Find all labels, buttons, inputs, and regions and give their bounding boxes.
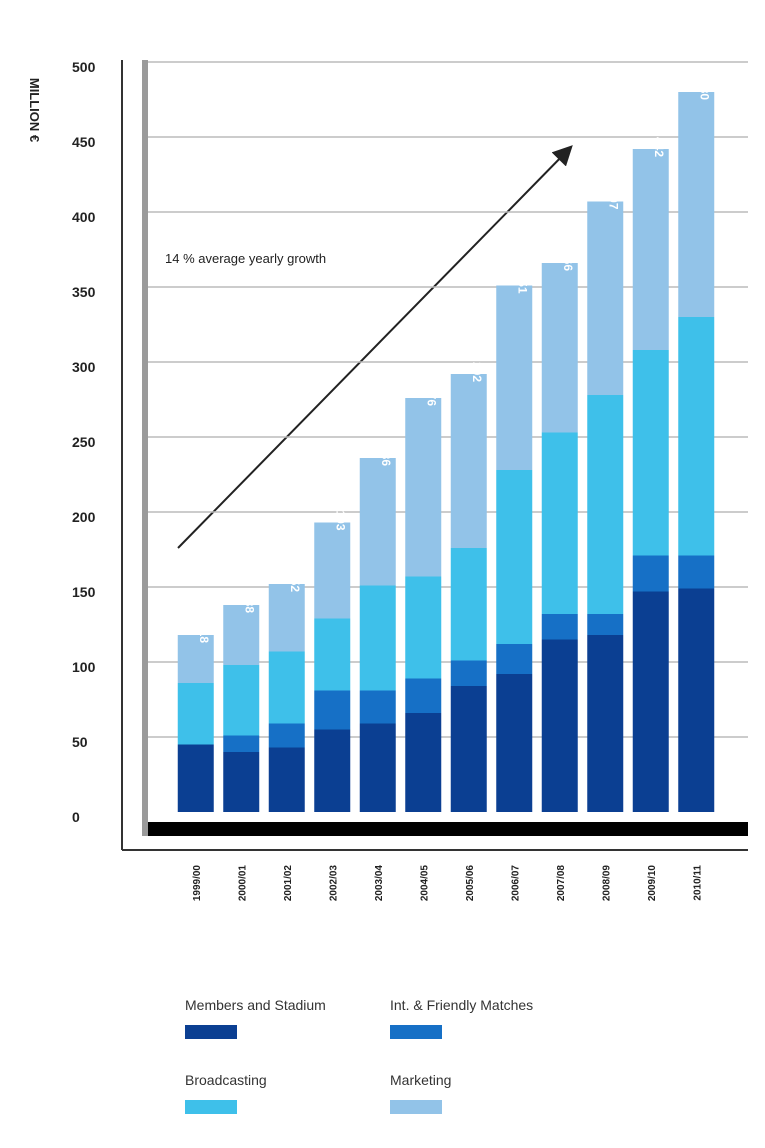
legend-swatch	[185, 1100, 237, 1114]
total-label: 276	[424, 386, 438, 406]
y-tick-label: 450	[72, 134, 96, 150]
bar-segment	[587, 635, 624, 812]
x-tick-label: 2009/10	[647, 865, 658, 902]
bar-segment	[496, 470, 533, 644]
bar-segment	[450, 374, 487, 548]
annotation: 14 % average yearly growth	[165, 251, 326, 266]
baseline-bar	[148, 822, 748, 836]
growth-arrow	[177, 145, 573, 549]
bar-segment	[678, 588, 715, 812]
total-label: 480	[697, 80, 711, 100]
bar-segment	[541, 432, 578, 614]
legend-label: Members and Stadium	[185, 997, 326, 1013]
x-tick-label: 2008/09	[601, 865, 612, 902]
total-label: 351	[515, 273, 529, 293]
bar-segment	[314, 618, 351, 691]
bar-segment	[541, 614, 578, 640]
bar-segment	[268, 747, 305, 812]
legend-swatch	[390, 1100, 442, 1114]
x-tick-label: 2007/08	[556, 865, 567, 902]
bar-segment	[405, 678, 442, 713]
total-label: 193	[333, 510, 347, 530]
bar-segment	[405, 713, 442, 812]
bar-segment	[632, 555, 669, 592]
bar-segment	[314, 522, 351, 619]
x-tick-label: 2005/06	[465, 865, 476, 902]
total-label: 118	[197, 624, 211, 644]
y-tick-label: 250	[72, 434, 96, 450]
y-tick-label: 200	[72, 509, 96, 525]
bar-segment	[268, 723, 305, 748]
x-tick-label: 2000/01	[237, 865, 248, 902]
y-tick-label: 0	[72, 809, 80, 825]
y-axis-label: MILLION €	[27, 78, 42, 142]
bar-segment	[450, 686, 487, 812]
bar-segment	[496, 644, 533, 674]
bar-segment	[632, 591, 669, 812]
bar-segment	[450, 548, 487, 661]
bar-segment	[359, 690, 396, 724]
bar-segment	[587, 395, 624, 614]
bar-segment	[223, 735, 260, 752]
bar-segment	[541, 639, 578, 812]
bar-segment	[678, 555, 715, 589]
y-tick-label: 500	[72, 59, 96, 75]
bar-segment	[632, 149, 669, 350]
total-label: 366	[561, 251, 575, 271]
legend-label: Int. & Friendly Matches	[390, 997, 533, 1013]
x-tick-label: 2004/05	[419, 865, 430, 902]
bar-segment	[359, 585, 396, 691]
y-tick-label: 50	[72, 734, 88, 750]
total-label: 236	[379, 446, 393, 466]
bar-segment	[177, 744, 214, 812]
bar-segment	[450, 660, 487, 686]
axis-bar	[142, 60, 148, 836]
bar-segment	[359, 723, 396, 812]
total-label: 407	[606, 189, 620, 209]
y-tick-label: 150	[72, 584, 96, 600]
bar-segment	[405, 398, 442, 577]
bar-segment	[587, 201, 624, 395]
bar-segment	[541, 263, 578, 433]
bar-segment	[177, 635, 214, 683]
legend-swatch	[185, 1025, 237, 1039]
x-tick-label: 2003/04	[374, 865, 385, 902]
legend-label: Broadcasting	[185, 1072, 267, 1088]
total-label: 138	[242, 593, 256, 613]
bar-segment	[405, 576, 442, 679]
x-tick-label: 2001/02	[283, 865, 294, 902]
bar-segment	[314, 729, 351, 812]
y-tick-label: 350	[72, 284, 96, 300]
y-tick-label: 400	[72, 209, 96, 225]
x-tick-label: 2006/07	[510, 865, 521, 902]
total-label: 152	[288, 572, 302, 592]
bar-segment	[359, 458, 396, 586]
bar-segment	[314, 690, 351, 730]
bar-segment	[177, 683, 214, 745]
legend-swatch	[390, 1025, 442, 1039]
total-label: 292	[470, 362, 484, 382]
bar-segment	[496, 285, 533, 470]
x-tick-label: 1999/00	[192, 865, 203, 902]
bar-segment	[268, 584, 305, 652]
bar-segment	[587, 614, 624, 635]
bar-segment	[223, 605, 260, 665]
bar-segment	[678, 92, 715, 317]
total-label: 442	[652, 137, 666, 157]
bar-segment	[223, 752, 260, 812]
x-tick-label: 2002/03	[328, 865, 339, 902]
bar-segment	[268, 651, 305, 724]
y-tick-label: 300	[72, 359, 96, 375]
legend-label: Marketing	[390, 1072, 451, 1088]
bar-segment	[496, 674, 533, 812]
x-tick-label: 2010/11	[692, 865, 703, 901]
bar-segment	[678, 317, 715, 556]
bar-segment	[223, 665, 260, 736]
y-tick-label: 100	[72, 659, 96, 675]
bar-segment	[632, 350, 669, 556]
